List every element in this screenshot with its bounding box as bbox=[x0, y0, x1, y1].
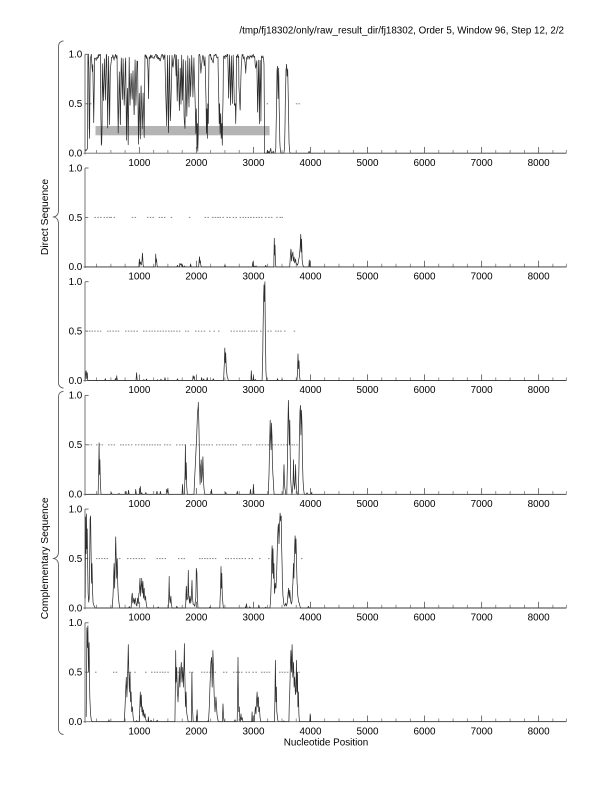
svg-text:Complementary Sequence: Complementary Sequence bbox=[40, 497, 51, 619]
svg-text:Nucleotide Position: Nucleotide Position bbox=[284, 738, 369, 749]
svg-text:0.5: 0.5 bbox=[69, 326, 83, 337]
svg-text:7000: 7000 bbox=[471, 613, 493, 624]
svg-text:2000: 2000 bbox=[185, 613, 207, 624]
svg-text:1000: 1000 bbox=[128, 272, 150, 283]
svg-text:7000: 7000 bbox=[471, 272, 493, 283]
svg-text:1.0: 1.0 bbox=[69, 50, 83, 61]
svg-text:0.5: 0.5 bbox=[69, 554, 83, 565]
svg-text:3000: 3000 bbox=[243, 726, 265, 737]
svg-text:Direct Sequence: Direct Sequence bbox=[40, 179, 51, 255]
svg-text:1000: 1000 bbox=[128, 158, 150, 169]
svg-text:8000: 8000 bbox=[528, 613, 550, 624]
svg-text:5000: 5000 bbox=[357, 385, 379, 396]
svg-text:6000: 6000 bbox=[414, 613, 436, 624]
svg-text:0.0: 0.0 bbox=[69, 603, 83, 614]
svg-text:8000: 8000 bbox=[528, 726, 550, 737]
svg-text:0.0: 0.0 bbox=[69, 149, 83, 160]
svg-text:1.0: 1.0 bbox=[69, 504, 83, 515]
svg-text:2000: 2000 bbox=[185, 272, 207, 283]
svg-text:8000: 8000 bbox=[528, 158, 550, 169]
svg-text:6000: 6000 bbox=[414, 726, 436, 737]
svg-text:3000: 3000 bbox=[243, 272, 265, 283]
svg-text:8000: 8000 bbox=[528, 385, 550, 396]
svg-text:0.5: 0.5 bbox=[69, 213, 83, 224]
svg-text:3000: 3000 bbox=[243, 385, 265, 396]
svg-text:0.0: 0.0 bbox=[69, 262, 83, 273]
svg-text:6000: 6000 bbox=[414, 385, 436, 396]
svg-text:5000: 5000 bbox=[357, 158, 379, 169]
svg-text:4000: 4000 bbox=[300, 272, 322, 283]
svg-text:7000: 7000 bbox=[471, 726, 493, 737]
svg-text:6000: 6000 bbox=[414, 158, 436, 169]
svg-text:2000: 2000 bbox=[185, 499, 207, 510]
svg-text:6000: 6000 bbox=[414, 272, 436, 283]
svg-text:3000: 3000 bbox=[243, 613, 265, 624]
svg-text:4000: 4000 bbox=[300, 613, 322, 624]
svg-text:1.0: 1.0 bbox=[69, 163, 83, 174]
svg-text:1000: 1000 bbox=[128, 726, 150, 737]
svg-text:5000: 5000 bbox=[357, 726, 379, 737]
svg-text:4000: 4000 bbox=[300, 385, 322, 396]
svg-text:1000: 1000 bbox=[128, 499, 150, 510]
svg-text:0.5: 0.5 bbox=[69, 440, 83, 451]
svg-text:0.5: 0.5 bbox=[69, 668, 83, 679]
svg-text:0.5: 0.5 bbox=[69, 99, 83, 110]
svg-text:5000: 5000 bbox=[357, 613, 379, 624]
svg-text:0.0: 0.0 bbox=[69, 376, 83, 387]
svg-text:7000: 7000 bbox=[471, 158, 493, 169]
svg-text:2000: 2000 bbox=[185, 385, 207, 396]
svg-text:2000: 2000 bbox=[185, 726, 207, 737]
svg-text:8000: 8000 bbox=[528, 272, 550, 283]
svg-text:0.0: 0.0 bbox=[69, 490, 83, 501]
svg-text:1.0: 1.0 bbox=[69, 618, 83, 629]
svg-text:1.0: 1.0 bbox=[69, 277, 83, 288]
svg-text:4000: 4000 bbox=[300, 726, 322, 737]
svg-text:7000: 7000 bbox=[471, 499, 493, 510]
svg-text:6000: 6000 bbox=[414, 499, 436, 510]
svg-text:5000: 5000 bbox=[357, 272, 379, 283]
svg-text:3000: 3000 bbox=[243, 499, 265, 510]
svg-text:3000: 3000 bbox=[243, 158, 265, 169]
svg-text:4000: 4000 bbox=[300, 158, 322, 169]
svg-text:5000: 5000 bbox=[357, 499, 379, 510]
svg-text:2000: 2000 bbox=[185, 158, 207, 169]
svg-text:1.0: 1.0 bbox=[69, 391, 83, 402]
svg-text:/tmp/fj18302/only/raw_result_d: /tmp/fj18302/only/raw_result_dir/fj18302… bbox=[239, 26, 564, 37]
svg-text:4000: 4000 bbox=[300, 499, 322, 510]
svg-text:1000: 1000 bbox=[128, 613, 150, 624]
svg-text:0.0: 0.0 bbox=[69, 717, 83, 728]
svg-text:7000: 7000 bbox=[471, 385, 493, 396]
svg-text:1000: 1000 bbox=[128, 385, 150, 396]
svg-text:8000: 8000 bbox=[528, 499, 550, 510]
